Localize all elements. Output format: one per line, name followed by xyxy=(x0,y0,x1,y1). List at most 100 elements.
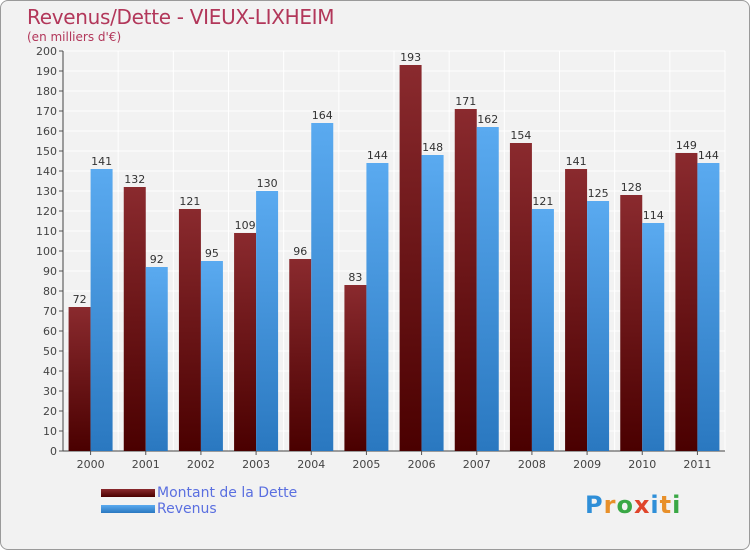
logo-letter: i xyxy=(650,491,660,519)
axes: 0 10 20 30 40 50 60 70 80 90 100 110 120 130 140 150 160… xyxy=(36,45,725,471)
bar-dette xyxy=(289,259,312,451)
data-label-revenus: 114 xyxy=(643,209,664,222)
data-label-revenus: 144 xyxy=(367,149,388,162)
data-label-revenus: 164 xyxy=(312,109,333,122)
data-label-dette: 149 xyxy=(676,139,697,152)
bar-dette xyxy=(509,143,532,451)
data-label-revenus: 95 xyxy=(205,247,219,260)
data-labels: 72 141 132 92 121 95 109 130 96 164 83 144 193 148 171… xyxy=(73,51,719,306)
y-tick-label: 40 xyxy=(43,365,57,378)
data-label-revenus: 121 xyxy=(532,195,553,208)
bar-revenus xyxy=(200,261,223,451)
logo-letter: r xyxy=(603,491,617,519)
y-tick-label: 130 xyxy=(36,185,57,198)
x-tick-label: 2002 xyxy=(187,458,215,471)
y-tick-label: 180 xyxy=(36,85,57,98)
logo-letter: i xyxy=(672,491,682,519)
y-tick-label: 190 xyxy=(36,65,57,78)
bar-dette xyxy=(454,109,477,451)
bar-revenus xyxy=(476,127,499,451)
data-label-revenus: 92 xyxy=(150,253,164,266)
x-tick-label: 2003 xyxy=(242,458,270,471)
chart-subtitle: (en milliers d'€) xyxy=(27,30,122,44)
bar-revenus xyxy=(587,201,610,451)
data-label-dette: 132 xyxy=(124,173,145,186)
chart-title: Revenus/Dette - VIEUX-LIXHEIM xyxy=(27,5,335,29)
data-label-revenus: 144 xyxy=(698,149,719,162)
y-tick-label: 160 xyxy=(36,125,57,138)
bar-dette xyxy=(68,307,91,451)
bar-dette xyxy=(178,209,201,451)
bar-revenus xyxy=(90,169,113,451)
grid-lines xyxy=(62,50,726,452)
legend-label-revenus: Revenus xyxy=(157,501,217,517)
data-label-dette: 154 xyxy=(510,129,531,142)
y-tick-label: 110 xyxy=(36,225,57,238)
x-tick-label: 2007 xyxy=(463,458,491,471)
logo-letter: o xyxy=(616,491,634,519)
y-tick-label: 70 xyxy=(43,305,57,318)
legend-item-revenus: Revenus xyxy=(101,501,297,517)
bar-dette xyxy=(399,65,422,451)
data-label-revenus: 162 xyxy=(477,113,498,126)
data-label-revenus: 141 xyxy=(91,155,112,168)
legend-swatch-dette xyxy=(101,489,155,497)
x-tick-label: 2006 xyxy=(408,458,436,471)
y-tick-label: 0 xyxy=(50,445,57,458)
x-tick-label: 2011 xyxy=(683,458,711,471)
logo-letter: P xyxy=(585,491,604,519)
data-label-revenus: 148 xyxy=(422,141,443,154)
data-label-dette: 171 xyxy=(455,95,476,108)
bar-revenus xyxy=(256,191,279,451)
y-tick-label: 150 xyxy=(36,145,57,158)
x-tick-label: 2001 xyxy=(132,458,160,471)
bar-revenus xyxy=(145,267,168,451)
x-tick-label: 2000 xyxy=(77,458,105,471)
x-tick-label: 2008 xyxy=(518,458,546,471)
y-tick-label: 60 xyxy=(43,325,57,338)
bar-revenus xyxy=(366,163,389,451)
y-tick-label: 170 xyxy=(36,105,57,118)
bar-dette xyxy=(620,195,643,451)
bar-revenus xyxy=(311,123,334,451)
bars xyxy=(68,65,720,451)
y-tick-label: 100 xyxy=(36,245,57,258)
data-label-dette: 96 xyxy=(293,245,307,258)
legend-item-dette: Montant de la Dette xyxy=(101,485,297,501)
data-label-revenus: 125 xyxy=(588,187,609,200)
data-label-dette: 128 xyxy=(621,181,642,194)
y-tick-label: 120 xyxy=(36,205,57,218)
bar-dette xyxy=(234,233,257,451)
bar-dette xyxy=(344,285,367,451)
y-tick-label: 80 xyxy=(43,285,57,298)
bar-revenus xyxy=(531,209,554,451)
logo-letter: t xyxy=(659,491,673,519)
x-tick-label: 2004 xyxy=(297,458,325,471)
bar-revenus xyxy=(697,163,720,451)
y-tick-label: 20 xyxy=(43,405,57,418)
y-tick-label: 90 xyxy=(43,265,57,278)
y-tick-label: 10 xyxy=(43,425,57,438)
bar-dette xyxy=(675,153,698,451)
x-tick-label: 2005 xyxy=(352,458,380,471)
legend-label-dette: Montant de la Dette xyxy=(157,485,298,501)
data-label-dette: 109 xyxy=(235,219,256,232)
x-tick-label: 2010 xyxy=(628,458,656,471)
data-label-dette: 83 xyxy=(348,271,362,284)
x-tick-label: 2009 xyxy=(573,458,601,471)
legend: Montant de la Dette Revenus xyxy=(101,485,297,517)
y-tick-label: 140 xyxy=(36,165,57,178)
logo-letter: x xyxy=(633,491,651,519)
data-label-revenus: 130 xyxy=(257,177,278,190)
bar-dette xyxy=(565,169,588,451)
data-label-dette: 141 xyxy=(566,155,587,168)
y-tick-label: 50 xyxy=(43,345,57,358)
data-label-dette: 193 xyxy=(400,51,421,64)
y-tick-label: 200 xyxy=(36,45,57,58)
data-label-dette: 121 xyxy=(179,195,200,208)
bar-revenus xyxy=(642,223,665,451)
bar-revenus xyxy=(421,155,444,451)
proxiti-logo: Proxiti xyxy=(585,491,681,519)
